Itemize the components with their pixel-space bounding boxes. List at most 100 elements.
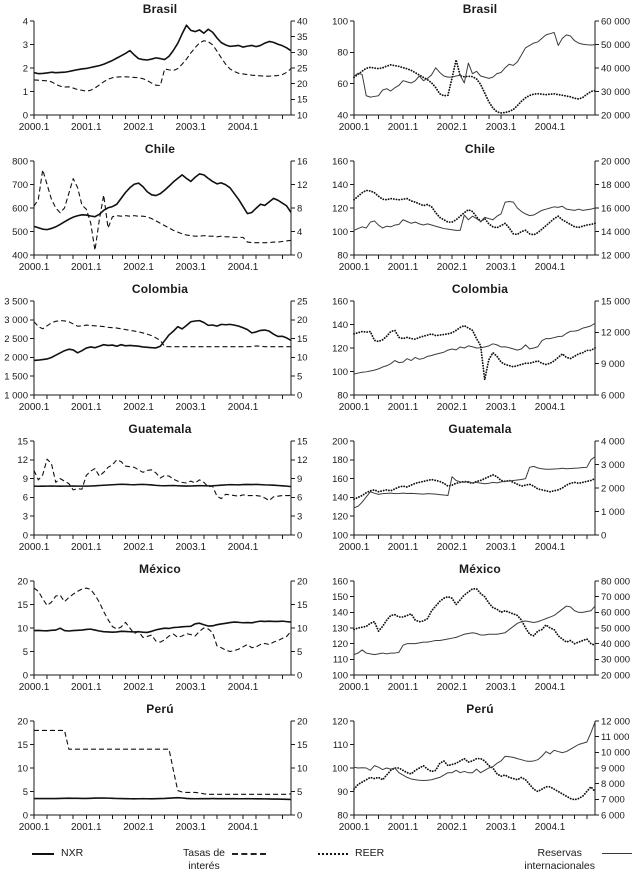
- left-tick-label: 3 000: [4, 315, 28, 326]
- x-tick-label: 2004.1: [535, 262, 566, 273]
- series-solid-thin: [353, 456, 596, 509]
- chart-title: Colombia: [131, 282, 189, 296]
- right-tick-label: 8 000: [601, 779, 625, 790]
- right-tick-label: 12 000: [601, 717, 630, 727]
- x-tick-label: 2003.1: [176, 402, 207, 413]
- x-tick-label: 2001.1: [71, 822, 102, 833]
- x-tick-label: 2000.1: [339, 682, 370, 693]
- right-tick-label: 10: [297, 353, 308, 364]
- left-tick-label: 1 000: [4, 390, 28, 401]
- left-tick-label: 0: [23, 530, 28, 541]
- chart-title: Brasil: [142, 2, 178, 16]
- legend-label-reer: REER: [355, 847, 385, 859]
- x-tick-label: 2001.1: [388, 682, 419, 693]
- right-tick-label: 60 000: [601, 608, 630, 619]
- chart-plot: 80 90 100 110 120 6 000 7 000 8 000 9 000 10 000 1…: [332, 717, 630, 833]
- left-tick-label: 40: [337, 110, 348, 121]
- right-tick-label: 9 000: [601, 763, 625, 774]
- series-solid-thick: [33, 620, 292, 634]
- right-tick-label: 8: [297, 203, 302, 214]
- right-tick-label: 20 000: [601, 110, 630, 121]
- chart-plot: 0 1 2 3 4 10 15 20 25 30 35 40 2000.1 2001.1 2002.1 200…: [19, 17, 308, 133]
- left-tick-label: 100: [332, 227, 348, 238]
- left-tick-label: 2 000: [4, 353, 28, 364]
- x-tick-label: 2000.1: [339, 822, 370, 833]
- chart-title: México: [459, 562, 501, 576]
- left-tick-label: 120: [332, 512, 348, 523]
- chart-peru-nxr-interest: Perú 0 5 10 15 20 0 5 10 15 20 2000.1 2001.1 2002.1 2…: [0, 700, 320, 840]
- legend-item-nxr: NXR: [32, 847, 83, 859]
- chart-title: Colombia: [451, 282, 509, 296]
- left-tick-label: 140: [332, 608, 348, 619]
- series-dashed: [33, 587, 292, 653]
- right-tick-label: 16: [297, 157, 308, 167]
- left-tick-label: 4: [23, 17, 28, 27]
- right-tick-label: 9: [297, 474, 302, 485]
- chart-title: Perú: [466, 702, 494, 716]
- left-tick-label: 10: [17, 763, 28, 774]
- chart-title: Guatemala: [448, 422, 512, 436]
- left-tick-label: 15: [17, 437, 28, 447]
- right-tick-label: 15: [297, 600, 308, 611]
- chart-guatemala-reer-reserves: Guatemala 100 120 140 160 180 200 0 1 000 2 000 3…: [320, 420, 640, 560]
- x-tick-label: 2001.1: [388, 262, 419, 273]
- x-tick-label: 2000.1: [339, 262, 370, 273]
- chart-plot: 0 5 10 15 20 0 5 10 15 20 2000.1 2001.1 2002.1 2003.1…: [17, 577, 308, 693]
- right-tick-label: 9 000: [601, 359, 625, 370]
- right-tick-label: 6 000: [601, 810, 625, 821]
- right-tick-label: 40: [297, 17, 308, 27]
- right-tick-label: 0: [297, 250, 302, 261]
- left-tick-label: 160: [332, 474, 348, 485]
- chart-chile-nxr-interest: Chile 400 500 600 700 800 0 4 8 12 16 2000.1 2001.1…: [0, 140, 320, 280]
- x-tick-label: 2001.1: [388, 402, 419, 413]
- right-tick-label: 0: [297, 390, 302, 401]
- x-tick-label: 2001.1: [388, 122, 419, 133]
- reer-dotted-line-swatch: [318, 853, 348, 855]
- right-tick-label: 50 000: [601, 40, 630, 51]
- x-tick-label: 2004.1: [228, 122, 259, 133]
- x-tick-label: 2004.1: [228, 262, 259, 273]
- right-tick-label: 10: [297, 763, 308, 774]
- right-tick-label: 15: [297, 95, 308, 106]
- chart-plot: 0 5 10 15 20 0 5 10 15 20 2000.1 2001.1 2002.1 2003.1…: [17, 717, 308, 833]
- left-tick-label: 80: [337, 390, 348, 401]
- left-tick-label: 110: [333, 655, 348, 666]
- right-tick-label: 12 000: [601, 250, 630, 261]
- left-tick-label: 150: [332, 592, 348, 603]
- right-tick-label: 10 000: [601, 748, 630, 759]
- right-tick-label: 30 000: [601, 87, 630, 98]
- left-tick-label: 15: [17, 740, 28, 751]
- x-tick-label: 2001.1: [71, 542, 102, 553]
- series-solid-thin: [353, 322, 596, 375]
- legend-item-interest-rates: Tasas de interés: [183, 847, 267, 872]
- right-tick-label: 70 000: [601, 592, 630, 603]
- legend-item-reer: REER: [318, 847, 384, 859]
- x-tick-label: 2002.1: [437, 682, 468, 693]
- chart-plot: 80 100 120 140 160 6 000 9 000 12 000 15 000 2000…: [332, 297, 630, 413]
- x-tick-label: 2003.1: [176, 822, 207, 833]
- left-tick-label: 600: [12, 203, 28, 214]
- legend: NXR Tasas de interés REER Reservas inter…: [0, 840, 640, 875]
- right-tick-label: 10: [297, 623, 308, 634]
- x-tick-label: 2001.1: [388, 822, 419, 833]
- series-solid-thick: [33, 24, 292, 75]
- x-tick-label: 2004.1: [535, 402, 566, 413]
- x-tick-label: 2004.1: [535, 682, 566, 693]
- left-tick-label: 2 500: [4, 334, 28, 345]
- x-tick-label: 2003.1: [486, 542, 517, 553]
- x-tick-label: 2004.1: [228, 402, 259, 413]
- left-tick-label: 80: [337, 810, 348, 821]
- x-tick-label: 2002.1: [123, 542, 154, 553]
- left-tick-label: 0: [23, 670, 28, 681]
- right-tick-label: 16 000: [601, 203, 630, 214]
- right-tick-label: 18 000: [601, 180, 630, 191]
- series-solid-thin: [353, 721, 596, 782]
- x-tick-label: 2002.1: [123, 262, 154, 273]
- right-tick-label: 50 000: [601, 623, 630, 634]
- x-tick-label: 2002.1: [437, 542, 468, 553]
- chart-plot: 100 110 120 130 140 150 160 20 000 30 000 40 000 5…: [332, 577, 630, 693]
- right-tick-label: 6 000: [601, 390, 625, 401]
- right-tick-label: 5: [297, 647, 302, 658]
- right-tick-label: 15: [297, 437, 308, 447]
- right-tick-label: 80 000: [601, 577, 630, 587]
